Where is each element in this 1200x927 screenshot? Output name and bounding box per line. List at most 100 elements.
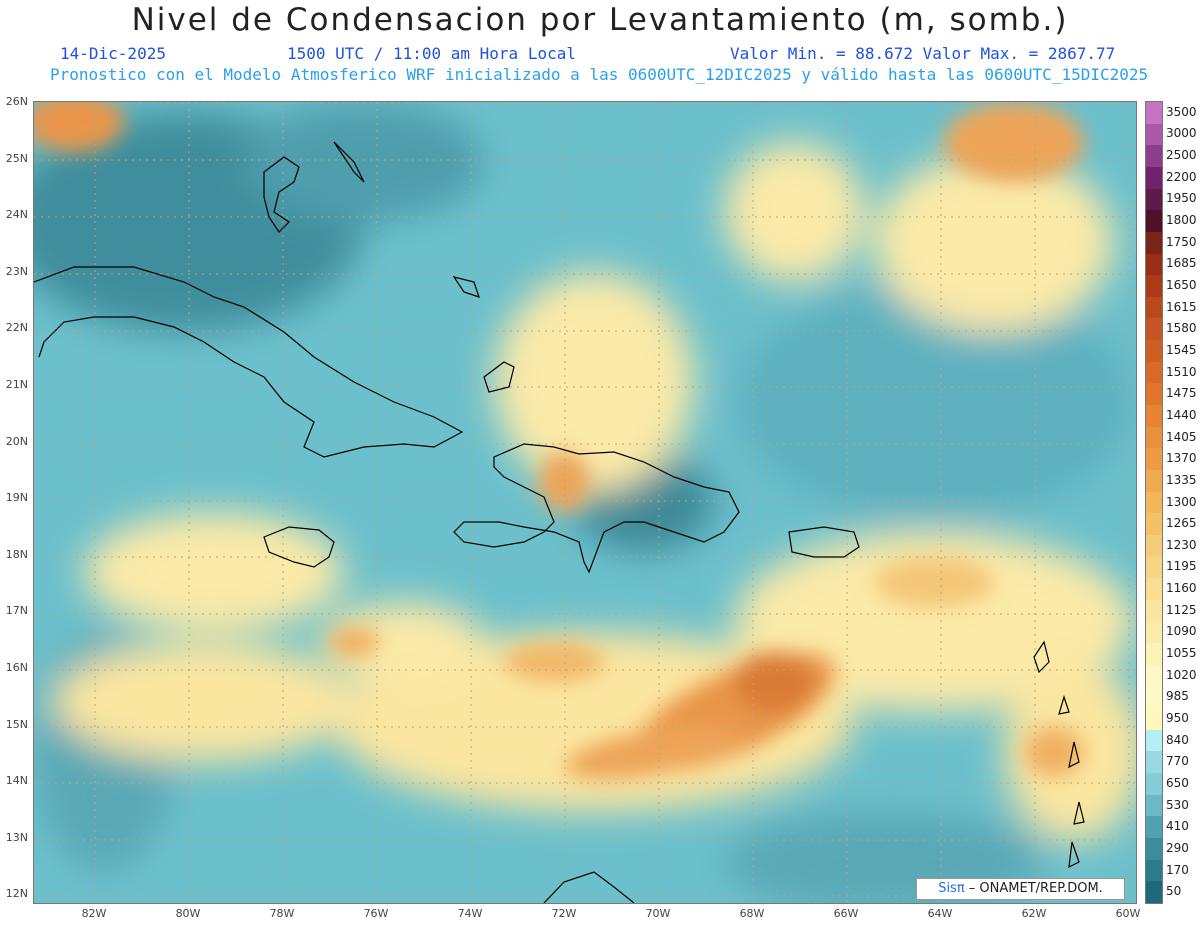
map-canvas	[34, 102, 1136, 903]
jamaica-coast	[263, 526, 335, 568]
colorbar-label: 1615	[1166, 299, 1197, 314]
colorbar-segment	[1146, 794, 1162, 817]
colorbar-segment	[1146, 102, 1162, 125]
colorbar-label: 650	[1166, 775, 1189, 790]
min-max-label: Valor Min. = 88.672 Valor Max. = 2867.77	[730, 44, 1116, 63]
colorbar-segment	[1146, 816, 1162, 839]
colorbar-label: 950	[1166, 710, 1189, 725]
lon-tick-label: 70W	[645, 907, 671, 920]
colorbar	[1145, 101, 1163, 904]
colorbar-label: 1265	[1166, 516, 1197, 531]
time-label: 1500 UTC / 11:00 am Hora Local	[287, 44, 576, 63]
colorbar-label: 1545	[1166, 342, 1197, 357]
colorbar-segment	[1146, 578, 1162, 601]
lat-tick-label: 20N	[5, 434, 28, 448]
colorbar-segment	[1146, 513, 1162, 536]
colorbar-label: 1090	[1166, 624, 1197, 639]
colorbar-segment	[1146, 470, 1162, 493]
colorbar-segment	[1146, 859, 1162, 882]
colorbar-label: 1160	[1166, 581, 1197, 596]
lon-tick-label: 66W	[833, 907, 859, 920]
lesser-antilles-coast	[1033, 640, 1085, 869]
colorbar-segment	[1146, 491, 1162, 514]
colorbar-segment	[1146, 448, 1162, 471]
lat-tick-label: 24N	[5, 208, 28, 222]
credit-text: – ONAMET/REP.DOM.	[964, 881, 1103, 896]
lat-tick-label: 21N	[5, 378, 28, 391]
lat-tick-label: 14N	[5, 774, 28, 788]
colorbar-segment	[1146, 643, 1162, 666]
colorbar-segment	[1146, 534, 1162, 558]
colorbar-segment	[1146, 340, 1162, 363]
colorbar-label: 1650	[1166, 278, 1197, 292]
lon-tick-label: 76W	[363, 907, 389, 920]
colorbar-segment	[1146, 599, 1162, 623]
colorbar-label: 2500	[1166, 148, 1197, 163]
colorbar-label: 1405	[1166, 429, 1197, 444]
colorbar-segment	[1146, 773, 1162, 796]
colorbar-segment	[1146, 383, 1162, 406]
colorbar-label: 1440	[1166, 407, 1197, 422]
lat-tick-label: 16N	[5, 661, 28, 674]
colorbar-segment	[1146, 556, 1162, 579]
lat-tick-label: 13N	[5, 830, 28, 844]
colorbar-label: 985	[1166, 689, 1189, 704]
colorbar-label: 1055	[1166, 646, 1197, 661]
colorbar-label: 770	[1166, 754, 1189, 769]
lon-tick-label: 74W	[457, 907, 483, 920]
colorbar-segment	[1146, 210, 1162, 233]
colorbar-segment	[1146, 318, 1162, 341]
lat-tick-label: 23N	[5, 264, 28, 278]
colorbar-label: 3000	[1166, 126, 1197, 141]
lat-tick-label: 22N	[5, 321, 28, 335]
colorbar-label: 1800	[1166, 213, 1197, 228]
colorbar-segment	[1146, 838, 1162, 861]
cuba-coast	[34, 266, 464, 458]
colorbar-label: 1580	[1166, 321, 1197, 336]
colorbar-segment	[1146, 621, 1162, 644]
colorbar-segment	[1146, 361, 1162, 384]
colorbar-label: 1750	[1166, 234, 1197, 249]
lon-tick-label: 62W	[1021, 907, 1047, 920]
colorbar-segment	[1146, 188, 1162, 211]
date-label: 14-Dic-2025	[60, 44, 166, 63]
colorbar-label: 1195	[1166, 559, 1197, 574]
colorbar-label: 840	[1166, 732, 1189, 747]
colorbar-label: 530	[1166, 797, 1189, 812]
colorbar-label: 1370	[1166, 451, 1197, 466]
field-highlights	[34, 102, 1084, 779]
colorbar-segment	[1146, 751, 1162, 774]
colorbar-label: 1125	[1166, 602, 1197, 617]
lat-tick-label: 26N	[5, 95, 28, 108]
lon-tick-label: 64W	[927, 907, 953, 920]
bahamas-coast	[263, 141, 515, 393]
colorbar-segment	[1146, 296, 1162, 319]
lon-tick-label: 60W	[1115, 907, 1141, 920]
colorbar-label: 1475	[1166, 386, 1197, 401]
hispaniola-coast	[453, 443, 740, 574]
colorbar-label: 1950	[1166, 191, 1197, 206]
colorbar-label: 1300	[1166, 494, 1197, 509]
colorbar-label: 1335	[1166, 472, 1197, 487]
lat-tick-label: 17N	[5, 604, 28, 618]
lon-tick-label: 72W	[551, 907, 577, 920]
colorbar-segment	[1146, 275, 1162, 298]
colorbar-segment	[1146, 166, 1162, 190]
lon-tick-label: 80W	[175, 907, 201, 920]
colorbar-label: 170	[1166, 862, 1189, 877]
colorbar-segment	[1146, 253, 1162, 276]
lon-tick-label: 68W	[739, 907, 765, 920]
colorbar-label: 1510	[1166, 364, 1197, 379]
colorbar-segment	[1146, 231, 1162, 255]
puerto-rico-coast	[788, 526, 860, 558]
map-title: Nivel de Condensacion por Levantamiento …	[131, 2, 1069, 38]
lat-tick-label: 18N	[5, 547, 28, 561]
colorbar-segment	[1146, 686, 1162, 709]
lat-tick-label: 12N	[5, 887, 28, 901]
colorbar-label: 3500	[1166, 104, 1197, 119]
colorbar-segment	[1146, 123, 1162, 146]
colorbar-segment	[1146, 405, 1162, 428]
forecast-info: Pronostico con el Modelo Atmosferico WRF…	[50, 65, 1149, 84]
south-america-coast	[543, 871, 635, 903]
graticule	[34, 102, 1136, 903]
